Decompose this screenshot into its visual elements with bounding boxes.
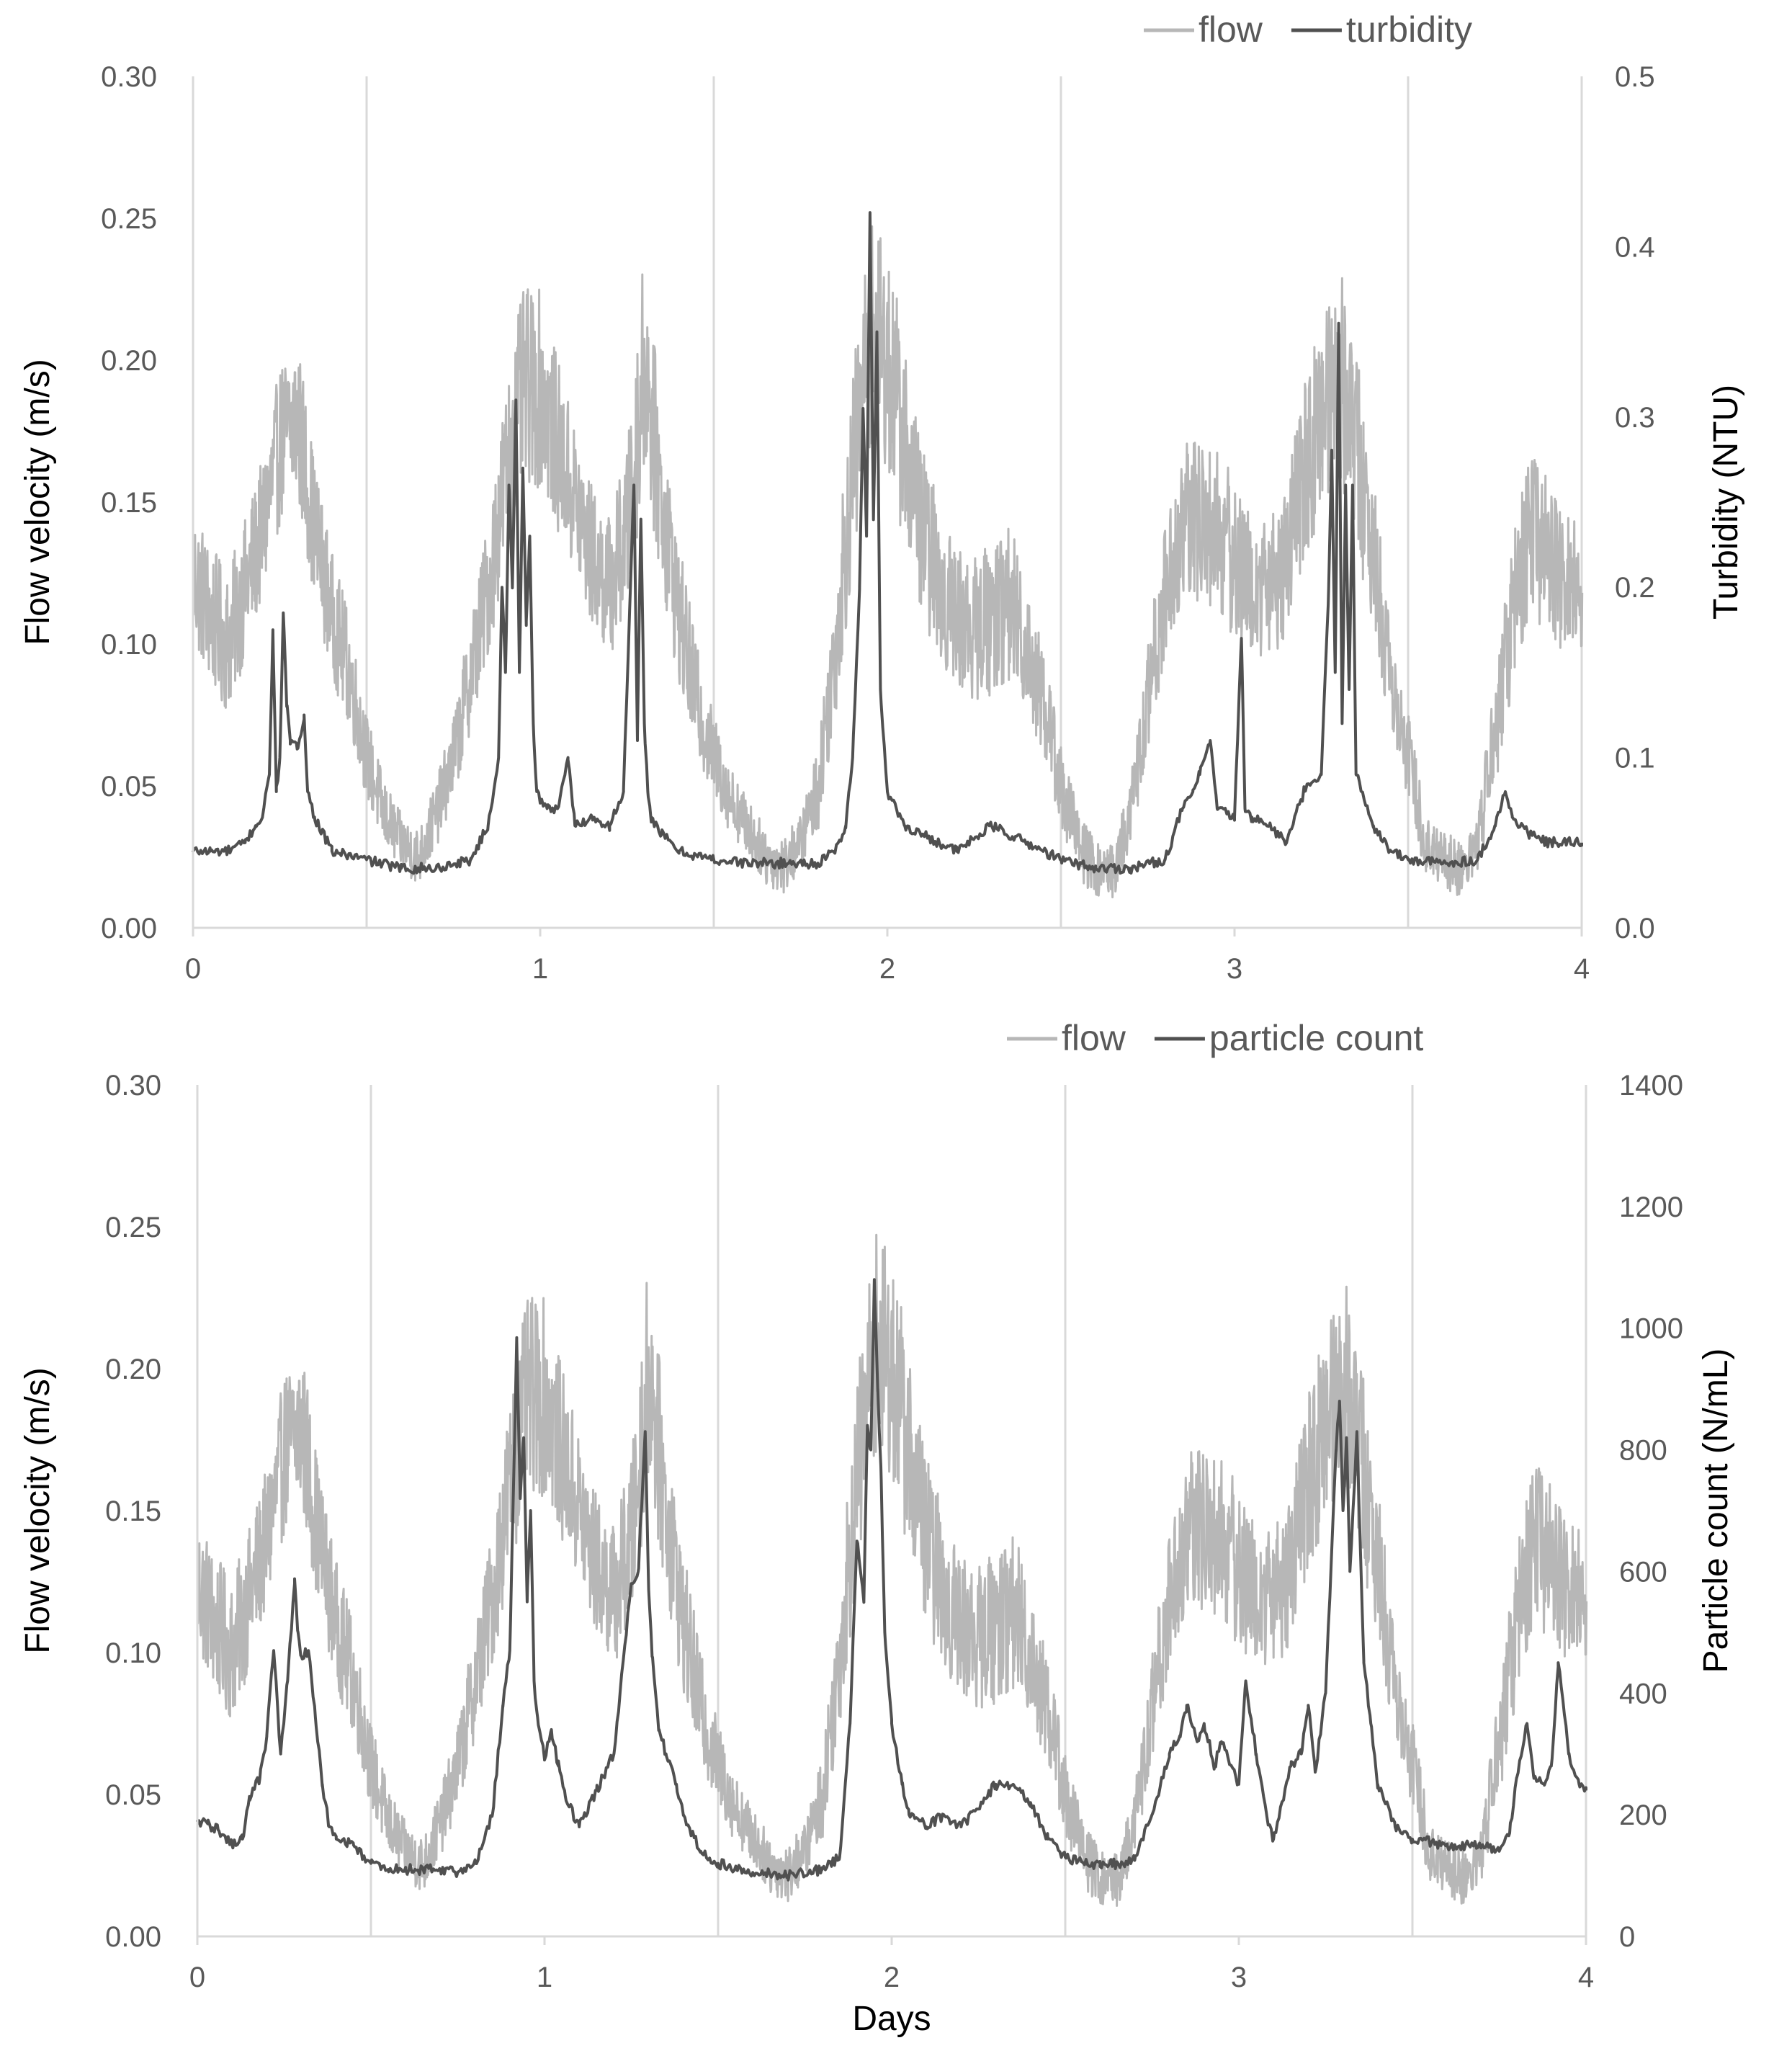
particle-count-chart: 0 1 2 3 4 0.00 0.05 0.10 0.15 0.20 0.25 … [19,1018,1735,2038]
chart1-y-tick-2: 0.10 [101,629,157,661]
chart1-turbidity-series [192,211,1583,875]
chart2-y-tick-4: 0.20 [105,1354,161,1385]
chart2-x-tick-labels: 0 1 2 3 4 [189,1962,1594,1993]
chart1-y2-tick-2: 0.2 [1615,572,1655,604]
chart1-legend: flow turbidity [1144,9,1472,50]
chart1-x-tick-2: 2 [879,953,895,985]
chart1-legend-turbidity-label: turbidity [1346,9,1472,50]
chart2-y2-tick-7: 1400 [1619,1070,1683,1101]
chart2-y2-tick-3: 600 [1619,1556,1667,1588]
chart1-y-tick-0: 0.00 [101,913,157,944]
chart2-y2-tick-1: 200 [1619,1800,1667,1831]
chart1-y2-tick-4: 0.4 [1615,231,1655,263]
chart1-y-tick-labels: 0.00 0.05 0.10 0.15 0.20 0.25 0.30 [101,61,157,944]
chart1-flow-line [192,225,1584,898]
chart1-y2-tick-labels: 0.0 0.1 0.2 0.3 0.4 0.5 [1615,61,1655,944]
chart2-ylabel: Flow velocity (m/s) [19,1367,57,1653]
turbidity-chart: 0 1 2 3 4 0.00 0.05 0.10 0.15 0.20 0.25 … [19,9,1745,985]
chart2-legend-particle-count-label: particle count [1209,1018,1423,1058]
chart2-x-tick-3: 3 [1231,1962,1247,1993]
chart2-y2-tick-2: 400 [1619,1678,1667,1709]
chart1-y-tick-3: 0.15 [101,487,157,519]
chart2-y2-tick-6: 1200 [1619,1192,1683,1223]
chart2-particle-count-series [196,1278,1587,1882]
chart2-axes [196,1085,1587,1945]
chart1-legend-flow-label: flow [1199,9,1263,50]
chart2-y2-tick-labels: 0 200 400 600 800 1000 1200 1400 [1619,1070,1683,1953]
chart2-y-tick-3: 0.15 [105,1496,161,1527]
chart1-y2-tick-3: 0.3 [1615,402,1655,434]
chart2-y-tick-0: 0.00 [105,1921,161,1953]
chart2-x-tick-4: 4 [1578,1962,1594,1993]
chart1-y-tick-6: 0.30 [101,61,157,93]
chart1-y-tick-1: 0.05 [101,771,157,803]
chart2-y-tick-1: 0.05 [105,1779,161,1811]
chart2-y2-tick-0: 0 [1619,1921,1635,1953]
chart1-ylabel: Flow velocity (m/s) [19,359,57,645]
chart1-x-tick-1: 1 [532,953,548,985]
chart1-x-tick-4: 4 [1574,953,1590,985]
chart2-y-tick-5: 0.25 [105,1212,161,1243]
chart1-axes [192,76,1583,936]
chart1-x-tick-3: 3 [1227,953,1242,985]
chart1-y2-tick-0: 0.0 [1615,913,1655,944]
chart2-xlabel: Days [852,2000,931,2038]
chart2-x-tick-0: 0 [189,1962,205,1993]
chart1-x-tick-labels: 0 1 2 3 4 [185,953,1590,985]
chart2-y2label: Particle count (N/mL) [1697,1349,1735,1673]
chart2-particle-count-line [196,1278,1587,1882]
chart1-x-tick-0: 0 [185,953,201,985]
chart2-y2-tick-4: 800 [1619,1435,1667,1467]
chart2-legend: flow particle count [1007,1018,1423,1058]
chart1-flow-series [192,225,1584,898]
chart1-y2-tick-1: 0.1 [1615,743,1655,774]
chart1-turbidity-line [192,211,1583,875]
chart1-y2-tick-5: 0.5 [1615,61,1655,93]
chart2-legend-flow-label: flow [1062,1018,1126,1058]
chart2-x-tick-2: 2 [884,1962,900,1993]
chart1-y-tick-4: 0.20 [101,345,157,377]
chart2-y-tick-2: 0.10 [105,1637,161,1669]
chart2-x-tick-1: 1 [537,1962,552,1993]
chart1-y-tick-5: 0.25 [101,203,157,235]
chart2-y-tick-labels: 0.00 0.05 0.10 0.15 0.20 0.25 0.30 [105,1070,161,1953]
chart2-y2-tick-5: 1000 [1619,1313,1683,1345]
chart1-y2label: Turbidity (NTU) [1707,385,1745,620]
chart2-y-tick-6: 0.30 [105,1070,161,1101]
